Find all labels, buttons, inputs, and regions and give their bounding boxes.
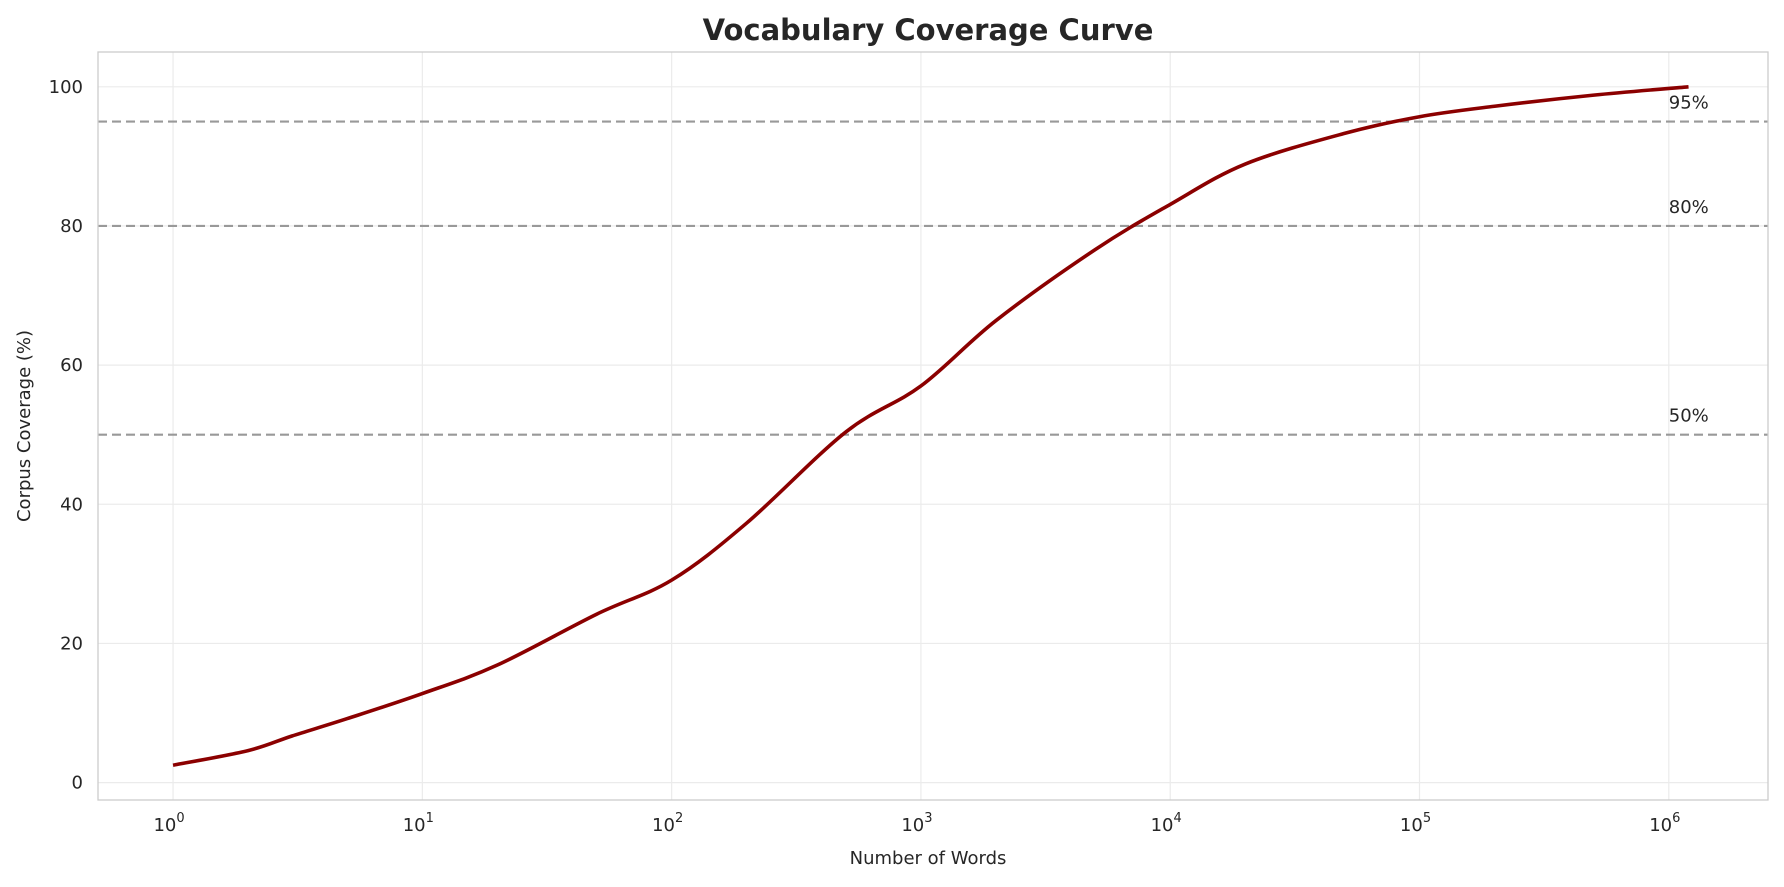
series-layer <box>172 84 1689 767</box>
y-tick-label: 80 <box>60 216 83 237</box>
coverage-line <box>172 84 1689 767</box>
y-tick-label: 60 <box>60 355 83 376</box>
plot-frame <box>97 51 1769 801</box>
y-tick-labels: 0 20 40 60 80 100 <box>49 77 83 794</box>
y-axis-label: Corpus Coverage (%) <box>14 330 35 522</box>
chart-title: Vocabulary Coverage Curve <box>703 13 1154 47</box>
reference-line-label: 80% <box>1669 197 1709 218</box>
reference-line-label: 95% <box>1669 93 1709 114</box>
x-tick-labels: 100 101 102 103 104 105 106 <box>153 811 1680 836</box>
x-tick-label: 103 <box>901 811 932 836</box>
x-tick-label: 106 <box>1649 811 1680 836</box>
x-tick-label: 102 <box>652 811 683 836</box>
y-tick-label: 40 <box>60 494 83 515</box>
x-tick-label: 104 <box>1151 811 1182 836</box>
grid <box>98 52 1768 800</box>
x-axis-label: Number of Words <box>850 848 1007 869</box>
x-tick-label: 101 <box>403 811 434 836</box>
y-tick-label: 0 <box>72 773 83 794</box>
x-tick-label: 100 <box>153 811 184 836</box>
reference-line-label: 50% <box>1669 406 1709 427</box>
y-tick-label: 20 <box>60 633 83 654</box>
reference-lines: 95% 80% 50% <box>98 93 1768 436</box>
y-tick-label: 100 <box>49 77 83 98</box>
x-tick-label: 105 <box>1400 811 1431 836</box>
